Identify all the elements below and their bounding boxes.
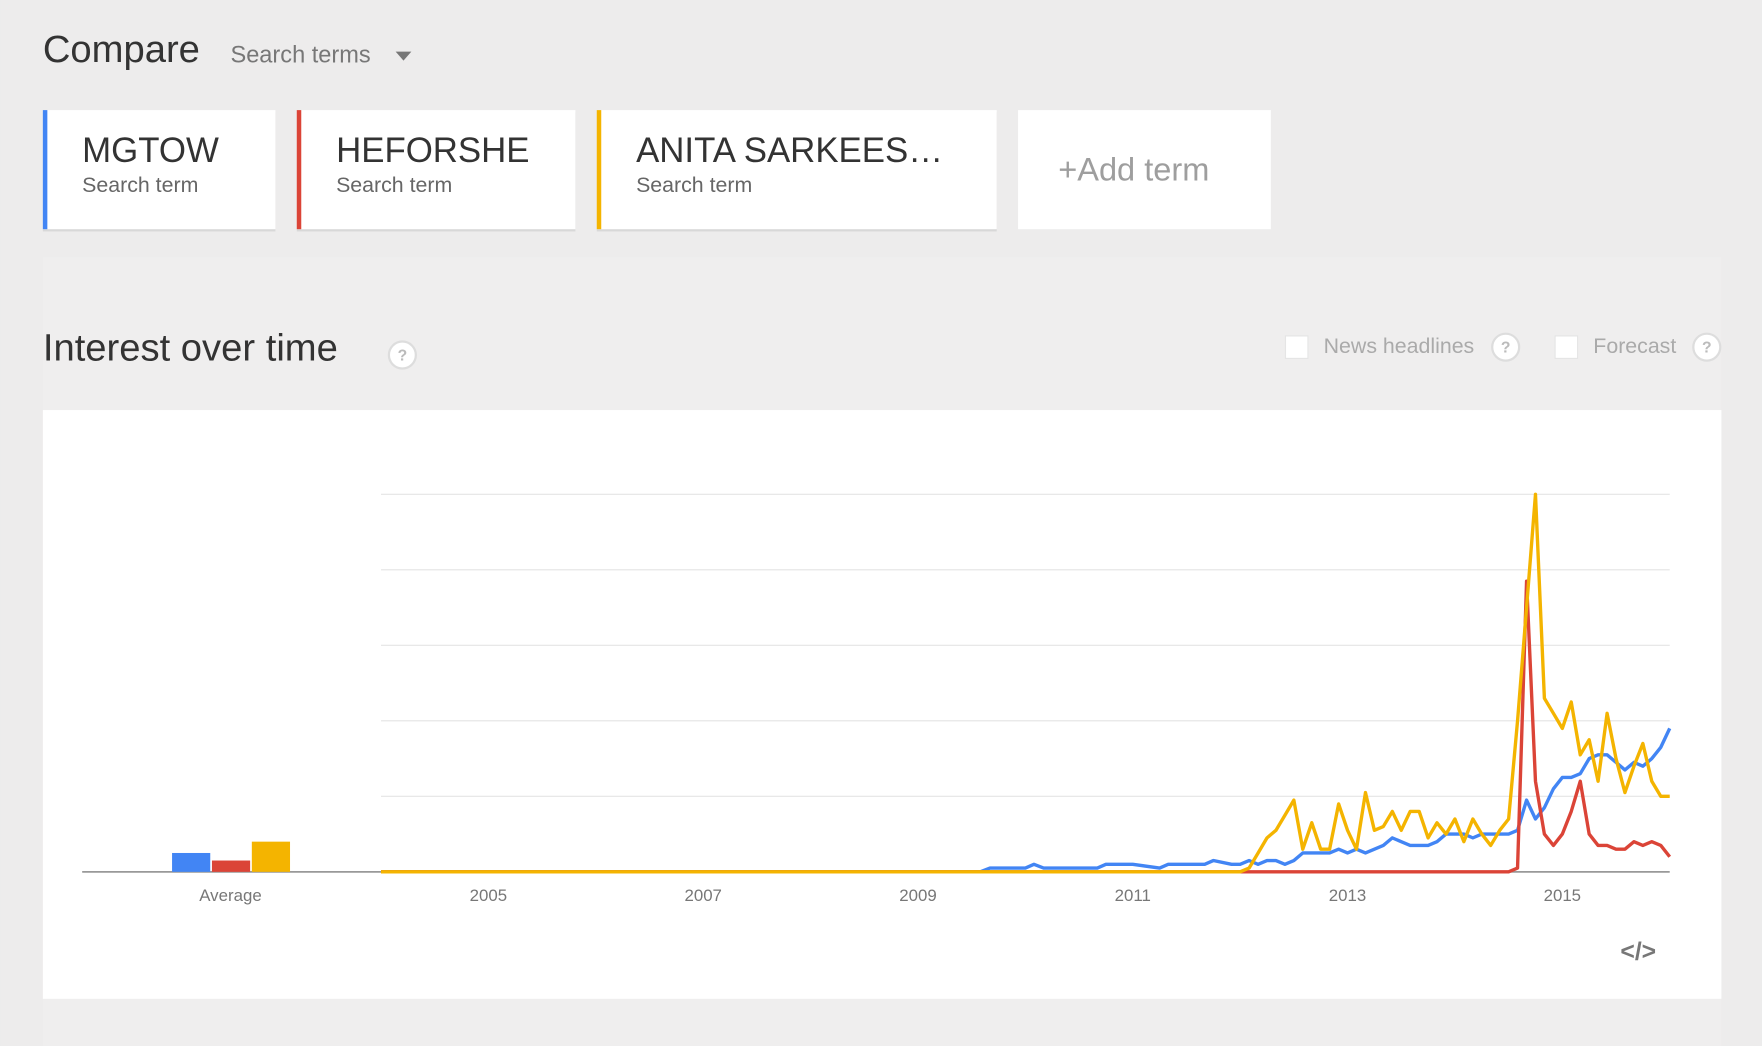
help-circle[interactable] <box>1692 332 1722 362</box>
x-tick-label: 2007 <box>684 886 721 905</box>
term-name[interactable]: HEFORSHE <box>336 131 529 170</box>
x-tick-label: 2013 <box>1329 886 1366 905</box>
term-type: Search term <box>636 173 752 197</box>
average-bar <box>172 852 211 872</box>
option-label[interactable]: Forecast <box>1593 334 1676 358</box>
line <box>381 727 1672 874</box>
term-card[interactable] <box>596 110 997 230</box>
add-term-card[interactable]: +Add term <box>1018 110 1271 230</box>
help-icons: ? News headlines? Forecast? <box>387 332 1722 370</box>
checkbox[interactable] <box>1284 335 1309 359</box>
checkbox[interactable] <box>1554 335 1579 359</box>
add-term[interactable]: +Add term <box>1058 152 1209 188</box>
page-title: Compare <box>43 28 200 71</box>
term-cards: MGTOW Search term HEFORSHE Search term ANITA… <box>42 110 997 232</box>
dropdown[interactable]: Search terms <box>230 41 370 67</box>
option-label[interactable]: News headlines <box>1324 334 1475 358</box>
x-tick-label: 2015 <box>1544 886 1581 905</box>
term-card[interactable] <box>296 110 576 230</box>
help-circle[interactable] <box>1491 332 1521 362</box>
card-stripe <box>596 110 602 230</box>
embed-icon[interactable]: </> <box>1620 938 1656 965</box>
section-title: Interest over time <box>43 327 338 370</box>
dropdown-arrow[interactable] <box>395 51 412 61</box>
x-tick-label: 2005 <box>470 886 507 905</box>
chart: 2005 2007 2009 2011 2013 2015 Average <box>82 492 1672 905</box>
average-bar <box>211 860 251 872</box>
help-circle[interactable] <box>387 340 417 370</box>
term-card[interactable] <box>42 110 276 230</box>
average-label: Average <box>199 886 261 905</box>
term-name[interactable]: MGTOW <box>82 131 219 170</box>
chart-panel <box>42 410 1722 999</box>
x-tick-label: 2011 <box>1115 886 1151 905</box>
card-stripe <box>296 110 302 230</box>
x-tick-label: 2009 <box>899 886 936 905</box>
help-icon[interactable]: ? <box>1501 339 1511 356</box>
term-type: Search term <box>336 173 452 197</box>
line <box>381 492 1670 874</box>
term-name[interactable]: ANITA SARKEES… <box>636 131 943 170</box>
help-icon[interactable]: ? <box>398 347 408 364</box>
average-bar <box>251 841 291 872</box>
add-term-box[interactable] <box>1018 110 1271 230</box>
help-icon[interactable]: ? <box>1702 339 1712 356</box>
term-type: Search term <box>82 173 198 197</box>
card-stripe <box>42 110 48 230</box>
